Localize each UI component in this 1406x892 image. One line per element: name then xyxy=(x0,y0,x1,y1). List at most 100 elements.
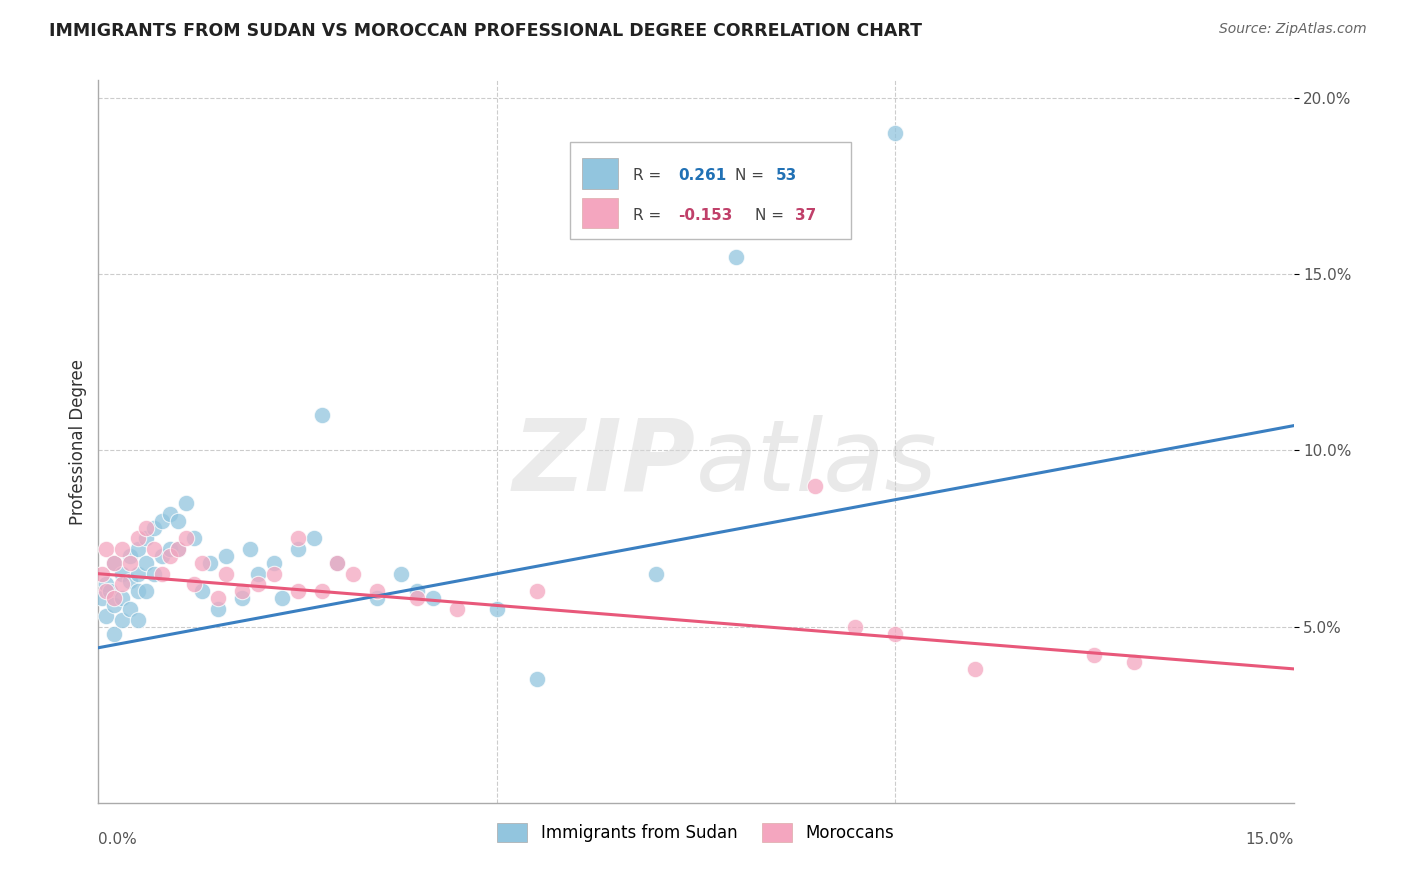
Point xyxy=(127,566,149,581)
Text: R =: R = xyxy=(633,169,666,183)
Point xyxy=(246,577,269,591)
Point xyxy=(366,584,388,599)
Point xyxy=(91,591,114,606)
Point xyxy=(884,126,907,140)
Point xyxy=(103,556,125,570)
Point xyxy=(605,179,627,194)
Text: N =: N = xyxy=(735,169,769,183)
Point xyxy=(366,591,388,606)
Point xyxy=(724,250,747,264)
Text: atlas: atlas xyxy=(696,415,938,512)
Point xyxy=(143,521,166,535)
Point xyxy=(127,532,149,546)
Point xyxy=(111,577,134,591)
FancyBboxPatch shape xyxy=(571,142,852,239)
Point xyxy=(422,591,444,606)
Legend: Immigrants from Sudan, Moroccans: Immigrants from Sudan, Moroccans xyxy=(491,816,901,848)
Point xyxy=(198,556,221,570)
Point xyxy=(150,566,173,581)
Point xyxy=(96,577,118,591)
Point xyxy=(804,478,827,492)
Point xyxy=(287,542,309,557)
Point xyxy=(111,613,134,627)
Point xyxy=(963,662,986,676)
Point xyxy=(270,591,292,606)
Point xyxy=(326,556,349,570)
Point xyxy=(98,584,122,599)
Point xyxy=(127,584,149,599)
Point xyxy=(135,521,157,535)
Point xyxy=(96,584,118,599)
Point xyxy=(342,566,364,581)
Point xyxy=(191,556,214,570)
Point xyxy=(645,566,668,581)
Point xyxy=(1123,655,1146,669)
Point xyxy=(167,542,190,557)
Point xyxy=(246,566,269,581)
Point xyxy=(120,574,142,588)
Point xyxy=(215,549,238,563)
Point xyxy=(207,591,229,606)
Point xyxy=(446,602,468,616)
Point xyxy=(159,549,181,563)
Point xyxy=(287,532,309,546)
Point xyxy=(311,584,333,599)
Point xyxy=(215,566,238,581)
Text: ZIP: ZIP xyxy=(513,415,696,512)
Point xyxy=(135,556,157,570)
Text: Source: ZipAtlas.com: Source: ZipAtlas.com xyxy=(1219,22,1367,37)
Point xyxy=(103,626,125,640)
FancyBboxPatch shape xyxy=(582,158,619,188)
FancyBboxPatch shape xyxy=(582,198,619,228)
Point xyxy=(159,507,181,521)
Point xyxy=(143,542,166,557)
Point xyxy=(183,577,205,591)
Point xyxy=(120,602,142,616)
Point xyxy=(239,542,262,557)
Point xyxy=(120,556,142,570)
Point xyxy=(326,556,349,570)
Point xyxy=(167,542,190,557)
Point xyxy=(526,673,548,687)
Point xyxy=(135,532,157,546)
Point xyxy=(127,542,149,557)
Point xyxy=(884,626,907,640)
Point xyxy=(406,584,429,599)
Text: 37: 37 xyxy=(796,208,817,223)
Point xyxy=(263,556,285,570)
Point xyxy=(120,549,142,563)
Point xyxy=(526,584,548,599)
Point xyxy=(302,532,325,546)
Text: R =: R = xyxy=(633,208,666,223)
Point xyxy=(159,542,181,557)
Point xyxy=(389,566,412,581)
Text: 53: 53 xyxy=(776,169,797,183)
Point xyxy=(263,566,285,581)
Point xyxy=(103,591,125,606)
Point xyxy=(207,602,229,616)
Point xyxy=(844,619,866,633)
Point xyxy=(183,532,205,546)
Point xyxy=(127,613,149,627)
Point xyxy=(174,532,197,546)
Text: 0.261: 0.261 xyxy=(678,169,727,183)
Point xyxy=(1083,648,1105,662)
Text: 15.0%: 15.0% xyxy=(1246,831,1294,847)
Text: 0.0%: 0.0% xyxy=(98,831,138,847)
Point xyxy=(111,591,134,606)
Point xyxy=(231,584,253,599)
Point xyxy=(103,599,125,613)
Point xyxy=(135,584,157,599)
Point xyxy=(231,591,253,606)
Point xyxy=(91,566,114,581)
Point xyxy=(406,591,429,606)
Text: -0.153: -0.153 xyxy=(678,208,733,223)
Point xyxy=(96,609,118,624)
Point xyxy=(143,566,166,581)
Point xyxy=(174,496,197,510)
Point xyxy=(96,542,118,557)
Point xyxy=(191,584,214,599)
Point xyxy=(150,514,173,528)
Point xyxy=(103,556,125,570)
Point xyxy=(111,566,134,581)
